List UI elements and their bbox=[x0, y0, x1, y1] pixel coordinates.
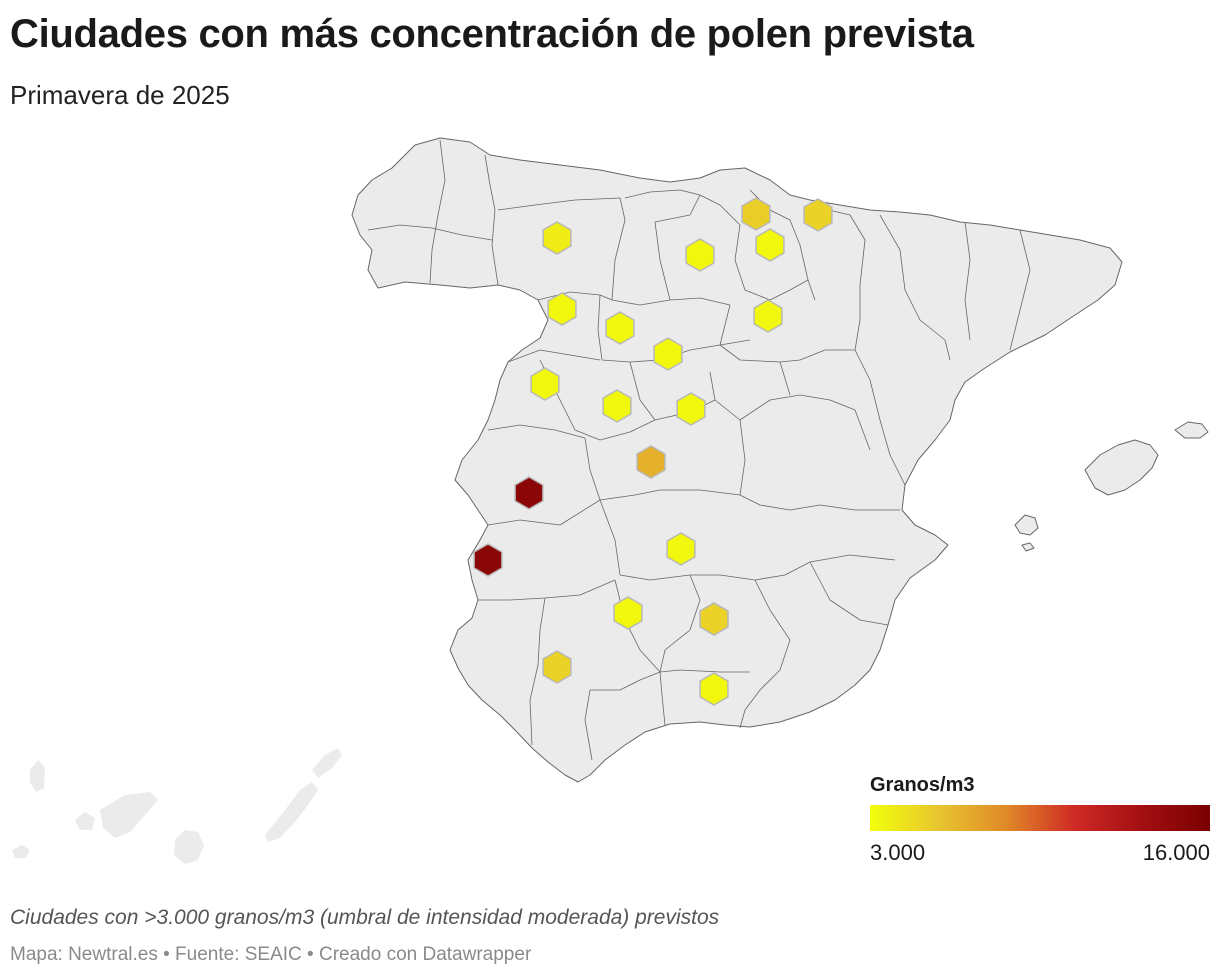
city-marker[interactable] bbox=[676, 392, 706, 426]
el-hierro-shape bbox=[12, 845, 30, 858]
city-marker[interactable] bbox=[605, 311, 635, 345]
city-marker[interactable] bbox=[755, 228, 785, 262]
la-palma-shape bbox=[30, 760, 45, 792]
peninsula-shape bbox=[351, 137, 1123, 783]
city-marker[interactable] bbox=[685, 238, 715, 272]
legend-min-label: 3.000 bbox=[870, 840, 926, 865]
fuerteventura-shape bbox=[265, 782, 318, 842]
city-marker[interactable] bbox=[803, 198, 833, 232]
mallorca-shape bbox=[1084, 439, 1159, 496]
la-gomera-shape bbox=[75, 812, 95, 830]
color-legend: Granos/m3 3.000 16.000 bbox=[870, 774, 1210, 866]
legend-gradient-bar bbox=[870, 805, 1210, 831]
footnote: Ciudades con >3.000 granos/m3 (umbral de… bbox=[10, 906, 720, 929]
formentera-shape bbox=[1021, 542, 1035, 552]
city-marker[interactable] bbox=[613, 596, 643, 630]
city-marker[interactable] bbox=[636, 445, 666, 479]
city-marker[interactable] bbox=[473, 543, 503, 577]
province-borders bbox=[367, 139, 1031, 761]
source-line: Mapa: Newtral.es • Fuente: SEAIC • Cread… bbox=[10, 944, 532, 965]
city-marker[interactable] bbox=[753, 299, 783, 333]
city-marker[interactable] bbox=[542, 221, 572, 255]
lanzarote-shape bbox=[312, 748, 342, 778]
city-marker[interactable] bbox=[741, 197, 771, 231]
ibiza-shape bbox=[1014, 514, 1039, 536]
legend-max-label: 16.000 bbox=[1142, 840, 1210, 865]
city-marker[interactable] bbox=[547, 292, 577, 326]
city-marker[interactable] bbox=[699, 672, 729, 706]
city-marker[interactable] bbox=[653, 337, 683, 371]
city-marker[interactable] bbox=[666, 532, 696, 566]
city-marker[interactable] bbox=[514, 476, 544, 510]
legend-title: Granos/m3 bbox=[870, 774, 975, 796]
land-layer bbox=[12, 137, 1209, 864]
spain-map bbox=[12, 137, 1209, 864]
city-markers bbox=[473, 197, 833, 706]
city-marker[interactable] bbox=[602, 389, 632, 423]
chart-subtitle: Primavera de 2025 bbox=[10, 80, 230, 110]
city-marker[interactable] bbox=[699, 602, 729, 636]
menorca-shape bbox=[1174, 421, 1209, 439]
chart-title: Ciudades con más concentración de polen … bbox=[10, 12, 974, 56]
tenerife-shape bbox=[100, 792, 158, 838]
city-marker[interactable] bbox=[542, 650, 572, 684]
gran-canaria-shape bbox=[174, 830, 204, 864]
city-marker[interactable] bbox=[530, 367, 560, 401]
